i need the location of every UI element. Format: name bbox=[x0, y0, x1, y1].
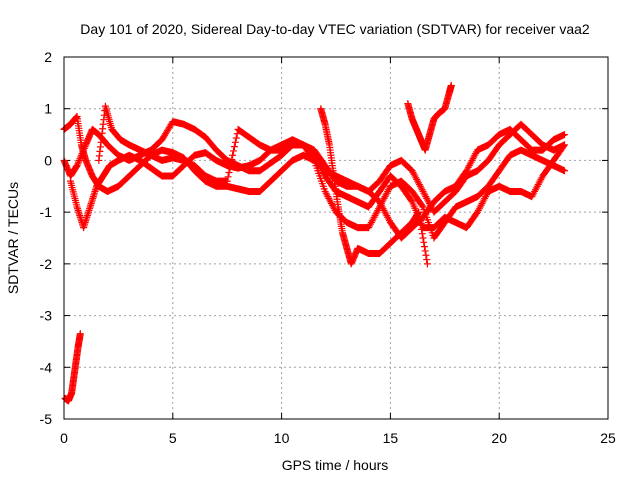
x-tick-label: 0 bbox=[60, 430, 68, 446]
series-track-7 bbox=[61, 330, 84, 405]
data-point bbox=[418, 225, 426, 233]
data-point bbox=[232, 134, 240, 142]
series-track-6 bbox=[404, 81, 455, 154]
x-tick-label: 5 bbox=[169, 430, 177, 446]
data-point bbox=[75, 156, 83, 164]
data-point bbox=[420, 238, 428, 246]
y-tick-label: -2 bbox=[40, 256, 53, 272]
data-point bbox=[419, 234, 427, 242]
data-point bbox=[78, 150, 86, 158]
y-tick-label: 0 bbox=[44, 152, 52, 168]
data-point bbox=[230, 147, 238, 155]
data-point bbox=[560, 142, 568, 150]
y-tick-label: -1 bbox=[40, 204, 53, 220]
x-tick-label: 10 bbox=[274, 430, 290, 446]
grid-lines bbox=[64, 57, 608, 419]
data-point bbox=[74, 160, 82, 168]
y-axis-label: SDTVAR / TECUs bbox=[5, 182, 21, 294]
y-tick-label: 2 bbox=[44, 49, 52, 65]
series-track-5 bbox=[317, 105, 431, 268]
series-track-4 bbox=[95, 102, 568, 242]
data-point bbox=[79, 148, 87, 156]
data-point bbox=[415, 208, 423, 216]
x-tick-label: 20 bbox=[491, 430, 507, 446]
data-point bbox=[224, 173, 232, 181]
data-point bbox=[416, 217, 424, 225]
data-point bbox=[228, 156, 236, 164]
data-point bbox=[76, 155, 84, 163]
data-point bbox=[423, 256, 431, 264]
y-tick-label: -4 bbox=[40, 359, 53, 375]
data-point bbox=[231, 138, 239, 146]
series-track-1 bbox=[60, 112, 568, 216]
data-point bbox=[77, 151, 85, 159]
y-tick-label: -3 bbox=[40, 308, 53, 324]
data-point bbox=[80, 144, 88, 152]
data-point bbox=[560, 141, 568, 149]
data-point bbox=[420, 243, 428, 251]
plot-frame bbox=[63, 56, 609, 420]
chart-title: Day 101 of 2020, Sidereal Day-to-day VTE… bbox=[80, 21, 590, 37]
y-tick-label: 1 bbox=[44, 101, 52, 117]
data-point bbox=[73, 162, 81, 170]
x-axis-label: GPS time / hours bbox=[282, 457, 389, 473]
data-point bbox=[418, 230, 426, 238]
x-tick-label: 25 bbox=[600, 430, 616, 446]
data-points bbox=[60, 81, 568, 405]
data-point bbox=[422, 251, 430, 259]
data-point bbox=[230, 143, 238, 151]
data-point bbox=[560, 131, 568, 139]
y-tick-label: -5 bbox=[40, 411, 53, 427]
data-point bbox=[421, 247, 429, 255]
data-point bbox=[415, 212, 423, 220]
data-point bbox=[418, 202, 426, 210]
data-point bbox=[309, 155, 317, 163]
data-point bbox=[75, 158, 83, 166]
data-point bbox=[417, 221, 425, 229]
data-point bbox=[447, 81, 455, 89]
data-point bbox=[225, 168, 233, 176]
data-point bbox=[229, 151, 237, 159]
data-point bbox=[81, 143, 89, 151]
data-point bbox=[423, 260, 431, 268]
x-tick-label: 15 bbox=[383, 430, 399, 446]
axis-ticks: 0 5 10 15 20 25 -5 -4 -3 -2 -1 0 1 2 bbox=[40, 49, 616, 446]
series-track-2 bbox=[60, 118, 568, 232]
data-point bbox=[80, 146, 88, 154]
data-point bbox=[223, 177, 231, 185]
data-point bbox=[227, 160, 235, 168]
data-point bbox=[76, 330, 84, 338]
data-point bbox=[226, 164, 234, 172]
data-point bbox=[77, 153, 85, 161]
data-point bbox=[560, 167, 568, 175]
